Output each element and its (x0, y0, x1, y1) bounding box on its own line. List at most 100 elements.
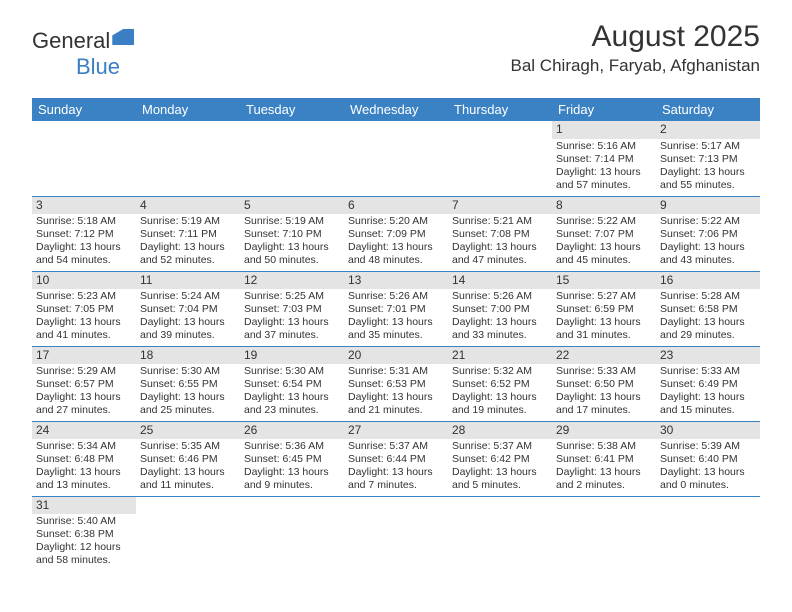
day-number: 9 (656, 197, 760, 215)
calendar-cell: 26Sunrise: 5:36 AMSunset: 6:45 PMDayligh… (240, 421, 344, 496)
calendar-row: 1Sunrise: 5:16 AMSunset: 7:14 PMDaylight… (32, 121, 760, 196)
calendar-cell-empty (448, 496, 552, 571)
cell-body: Sunrise: 5:19 AMSunset: 7:11 PMDaylight:… (136, 214, 240, 270)
calendar-cell: 16Sunrise: 5:28 AMSunset: 6:58 PMDayligh… (656, 271, 760, 346)
cell-body: Sunrise: 5:37 AMSunset: 6:44 PMDaylight:… (344, 439, 448, 495)
day-number: 10 (32, 272, 136, 290)
day-number: 18 (136, 347, 240, 365)
cell-body: Sunrise: 5:21 AMSunset: 7:08 PMDaylight:… (448, 214, 552, 270)
day-number: 17 (32, 347, 136, 365)
calendar-row: 10Sunrise: 5:23 AMSunset: 7:05 PMDayligh… (32, 271, 760, 346)
logo-text: General Blue (32, 28, 134, 80)
calendar-cell: 2Sunrise: 5:17 AMSunset: 7:13 PMDaylight… (656, 121, 760, 196)
cell-body: Sunrise: 5:39 AMSunset: 6:40 PMDaylight:… (656, 439, 760, 495)
weekday-header: Thursday (448, 98, 552, 121)
calendar-cell-empty (344, 496, 448, 571)
cell-body: Sunrise: 5:31 AMSunset: 6:53 PMDaylight:… (344, 364, 448, 420)
cell-body: Sunrise: 5:25 AMSunset: 7:03 PMDaylight:… (240, 289, 344, 345)
day-number: 25 (136, 422, 240, 440)
cell-body: Sunrise: 5:23 AMSunset: 7:05 PMDaylight:… (32, 289, 136, 345)
day-number: 27 (344, 422, 448, 440)
cell-body: Sunrise: 5:38 AMSunset: 6:41 PMDaylight:… (552, 439, 656, 495)
day-number: 4 (136, 197, 240, 215)
cell-body: Sunrise: 5:30 AMSunset: 6:54 PMDaylight:… (240, 364, 344, 420)
day-number: 13 (344, 272, 448, 290)
calendar-cell: 30Sunrise: 5:39 AMSunset: 6:40 PMDayligh… (656, 421, 760, 496)
cell-body: Sunrise: 5:20 AMSunset: 7:09 PMDaylight:… (344, 214, 448, 270)
calendar-cell-empty (448, 121, 552, 196)
day-number: 15 (552, 272, 656, 290)
cell-body: Sunrise: 5:33 AMSunset: 6:49 PMDaylight:… (656, 364, 760, 420)
calendar-cell: 6Sunrise: 5:20 AMSunset: 7:09 PMDaylight… (344, 196, 448, 271)
calendar-cell: 7Sunrise: 5:21 AMSunset: 7:08 PMDaylight… (448, 196, 552, 271)
cell-body: Sunrise: 5:30 AMSunset: 6:55 PMDaylight:… (136, 364, 240, 420)
calendar-cell: 12Sunrise: 5:25 AMSunset: 7:03 PMDayligh… (240, 271, 344, 346)
day-number: 5 (240, 197, 344, 215)
day-number: 30 (656, 422, 760, 440)
weekday-header: Monday (136, 98, 240, 121)
calendar-cell: 9Sunrise: 5:22 AMSunset: 7:06 PMDaylight… (656, 196, 760, 271)
calendar-cell: 22Sunrise: 5:33 AMSunset: 6:50 PMDayligh… (552, 346, 656, 421)
calendar-cell: 19Sunrise: 5:30 AMSunset: 6:54 PMDayligh… (240, 346, 344, 421)
calendar-cell-empty (136, 496, 240, 571)
day-number: 16 (656, 272, 760, 290)
cell-body: Sunrise: 5:29 AMSunset: 6:57 PMDaylight:… (32, 364, 136, 420)
logo-flag-icon (112, 29, 134, 45)
day-number: 7 (448, 197, 552, 215)
calendar-row: 17Sunrise: 5:29 AMSunset: 6:57 PMDayligh… (32, 346, 760, 421)
day-number: 2 (656, 121, 760, 139)
calendar-cell: 17Sunrise: 5:29 AMSunset: 6:57 PMDayligh… (32, 346, 136, 421)
weekday-header: Tuesday (240, 98, 344, 121)
cell-body: Sunrise: 5:36 AMSunset: 6:45 PMDaylight:… (240, 439, 344, 495)
day-number: 19 (240, 347, 344, 365)
calendar-body: 1Sunrise: 5:16 AMSunset: 7:14 PMDaylight… (32, 121, 760, 571)
day-number: 26 (240, 422, 344, 440)
calendar-cell: 25Sunrise: 5:35 AMSunset: 6:46 PMDayligh… (136, 421, 240, 496)
calendar-cell-empty (552, 496, 656, 571)
cell-body: Sunrise: 5:24 AMSunset: 7:04 PMDaylight:… (136, 289, 240, 345)
logo: General Blue (32, 28, 134, 80)
calendar-cell: 15Sunrise: 5:27 AMSunset: 6:59 PMDayligh… (552, 271, 656, 346)
calendar-cell: 13Sunrise: 5:26 AMSunset: 7:01 PMDayligh… (344, 271, 448, 346)
calendar-cell: 11Sunrise: 5:24 AMSunset: 7:04 PMDayligh… (136, 271, 240, 346)
weekday-header: Saturday (656, 98, 760, 121)
calendar-cell: 1Sunrise: 5:16 AMSunset: 7:14 PMDaylight… (552, 121, 656, 196)
cell-body: Sunrise: 5:26 AMSunset: 7:00 PMDaylight:… (448, 289, 552, 345)
cell-body: Sunrise: 5:19 AMSunset: 7:10 PMDaylight:… (240, 214, 344, 270)
day-number: 6 (344, 197, 448, 215)
calendar-cell: 27Sunrise: 5:37 AMSunset: 6:44 PMDayligh… (344, 421, 448, 496)
calendar-cell: 20Sunrise: 5:31 AMSunset: 6:53 PMDayligh… (344, 346, 448, 421)
calendar-cell-empty (240, 121, 344, 196)
weekday-header: Friday (552, 98, 656, 121)
day-number: 12 (240, 272, 344, 290)
cell-body: Sunrise: 5:27 AMSunset: 6:59 PMDaylight:… (552, 289, 656, 345)
logo-text-blue: Blue (76, 54, 120, 79)
day-number: 8 (552, 197, 656, 215)
calendar-cell-empty (240, 496, 344, 571)
calendar-cell: 4Sunrise: 5:19 AMSunset: 7:11 PMDaylight… (136, 196, 240, 271)
day-number: 24 (32, 422, 136, 440)
calendar-cell: 18Sunrise: 5:30 AMSunset: 6:55 PMDayligh… (136, 346, 240, 421)
day-number: 1 (552, 121, 656, 139)
month-title: August 2025 (511, 20, 760, 54)
cell-body: Sunrise: 5:32 AMSunset: 6:52 PMDaylight:… (448, 364, 552, 420)
day-number: 29 (552, 422, 656, 440)
calendar-head: SundayMondayTuesdayWednesdayThursdayFrid… (32, 98, 760, 121)
calendar-cell-empty (656, 496, 760, 571)
cell-body: Sunrise: 5:22 AMSunset: 7:07 PMDaylight:… (552, 214, 656, 270)
location: Bal Chiragh, Faryab, Afghanistan (511, 56, 760, 76)
weekday-header: Wednesday (344, 98, 448, 121)
day-number: 22 (552, 347, 656, 365)
cell-body: Sunrise: 5:37 AMSunset: 6:42 PMDaylight:… (448, 439, 552, 495)
calendar-cell: 21Sunrise: 5:32 AMSunset: 6:52 PMDayligh… (448, 346, 552, 421)
calendar-table: SundayMondayTuesdayWednesdayThursdayFrid… (32, 98, 760, 571)
cell-body: Sunrise: 5:22 AMSunset: 7:06 PMDaylight:… (656, 214, 760, 270)
cell-body: Sunrise: 5:18 AMSunset: 7:12 PMDaylight:… (32, 214, 136, 270)
day-number: 14 (448, 272, 552, 290)
calendar-cell: 29Sunrise: 5:38 AMSunset: 6:41 PMDayligh… (552, 421, 656, 496)
day-number: 11 (136, 272, 240, 290)
cell-body: Sunrise: 5:26 AMSunset: 7:01 PMDaylight:… (344, 289, 448, 345)
calendar-cell: 28Sunrise: 5:37 AMSunset: 6:42 PMDayligh… (448, 421, 552, 496)
day-number: 28 (448, 422, 552, 440)
calendar-cell: 24Sunrise: 5:34 AMSunset: 6:48 PMDayligh… (32, 421, 136, 496)
